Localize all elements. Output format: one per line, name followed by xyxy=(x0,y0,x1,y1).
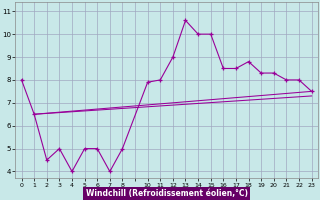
X-axis label: Windchill (Refroidissement éolien,°C): Windchill (Refroidissement éolien,°C) xyxy=(85,189,248,198)
